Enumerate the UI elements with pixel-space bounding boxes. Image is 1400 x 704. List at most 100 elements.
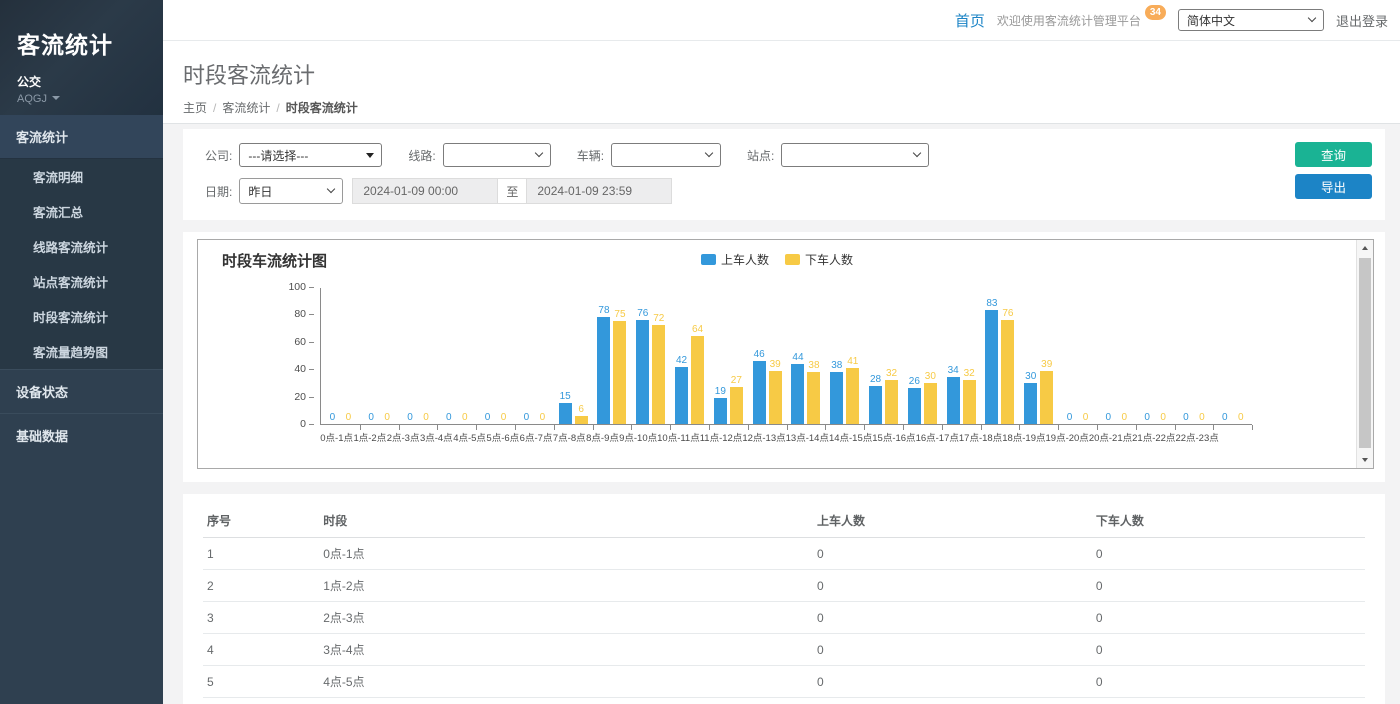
bar-value-label: 72 <box>653 313 664 324</box>
breadcrumb-separator: / <box>213 101 216 115</box>
language-value: 简体中文 <box>1187 12 1235 29</box>
bar-column: 0 <box>481 288 494 424</box>
legend-item-1[interactable]: 下车人数 <box>785 251 853 268</box>
breadcrumb-separator: / <box>276 101 279 115</box>
sidebar-item-6[interactable]: 客流量趋势图 <box>0 334 163 369</box>
bar-column: 76 <box>636 288 649 424</box>
line-select[interactable] <box>443 143 551 167</box>
scroll-up-button[interactable] <box>1357 240 1373 256</box>
x-tick-label: 14点-15点 <box>829 430 872 444</box>
scroll-down-button[interactable] <box>1357 452 1373 468</box>
table-row: 43点-4点00 <box>203 634 1365 666</box>
bar-value-label: 76 <box>1002 308 1013 319</box>
bar-group-22: 00 <box>1175 288 1214 424</box>
chart-y-axis: 020406080100 <box>281 287 314 426</box>
org-code-label: AQGJ <box>17 93 47 105</box>
scrollbar-thumb[interactable] <box>1359 258 1371 448</box>
bar-alighting-6 <box>575 416 588 424</box>
table-cell: 0 <box>813 634 1092 666</box>
chevron-down-icon <box>705 149 713 157</box>
date-end-input[interactable]: 2024-01-09 23:59 <box>526 178 672 204</box>
filter-row-1: 公司: ---请选择--- 线路: 车辆: <box>205 143 1371 167</box>
x-tick-label: 13点-14点 <box>786 430 829 444</box>
bar-group-7: 7875 <box>593 288 632 424</box>
sidebar-item-1[interactable]: 客流明细 <box>0 159 163 194</box>
notification-badge[interactable]: 34 <box>1145 5 1166 20</box>
bar-value-label: 0 <box>384 412 390 423</box>
bar-boarding-7 <box>597 317 610 424</box>
table-column-header: 上车人数 <box>813 504 1092 538</box>
y-tick-label: 0 <box>300 418 306 430</box>
bar-column: 30 <box>1024 288 1037 424</box>
bar-value-label: 32 <box>964 368 975 379</box>
table-cell: 4 <box>203 634 319 666</box>
vehicle-select[interactable] <box>611 143 721 167</box>
home-link[interactable]: 首页 <box>955 10 985 31</box>
sidebar-item-4[interactable]: 站点客流统计 <box>0 264 163 299</box>
bar-group-19: 00 <box>1058 288 1097 424</box>
export-button[interactable]: 导出 <box>1295 174 1372 199</box>
date-range-to-label: 至 <box>498 178 526 204</box>
x-tick-label: 18点-19点 <box>1002 430 1045 444</box>
bar-value-label: 0 <box>1238 412 1244 423</box>
bar-column: 19 <box>714 288 727 424</box>
breadcrumb-item-1[interactable]: 客流统计 <box>222 101 270 115</box>
table-row: 21点-2点00 <box>203 570 1365 602</box>
bar-boarding-9 <box>675 367 688 425</box>
chart-vertical-scrollbar[interactable] <box>1356 240 1373 468</box>
company-select[interactable]: ---请选择--- <box>239 143 382 167</box>
bar-value-label: 0 <box>1106 412 1112 423</box>
bar-value-label: 0 <box>1067 412 1073 423</box>
table-row: 10点-1点00 <box>203 538 1365 570</box>
bar-value-label: 0 <box>1160 412 1166 423</box>
bar-column: 38 <box>830 288 843 424</box>
y-tick-label: 40 <box>294 363 306 375</box>
topbar: 首页 欢迎使用客流统计管理平台 34 简体中文 退出登录 <box>163 0 1400 41</box>
date-start-input[interactable]: 2024-01-09 00:00 <box>352 178 498 204</box>
date-preset-select[interactable]: 昨日 <box>239 178 343 204</box>
bar-column: 34 <box>947 288 960 424</box>
language-select[interactable]: 简体中文 <box>1178 9 1324 31</box>
filter-panel: 公司: ---请选择--- 线路: 车辆: <box>183 129 1385 220</box>
sidebar-item-0[interactable]: 客流统计 <box>0 115 163 159</box>
bar-column: 76 <box>1001 288 1014 424</box>
bar-column: 41 <box>846 288 859 424</box>
caret-down-icon <box>52 96 60 100</box>
bar-value-label: 0 <box>407 412 413 423</box>
bar-boarding-11 <box>753 361 766 424</box>
bar-column: 78 <box>597 288 610 424</box>
x-tick-label: 8点-9点 <box>586 430 619 444</box>
org-code-dropdown[interactable]: AQGJ <box>17 93 147 105</box>
station-select[interactable] <box>781 143 929 167</box>
x-tick-label: 9点-10点 <box>619 430 657 444</box>
legend-item-0[interactable]: 上车人数 <box>701 251 769 268</box>
bar-value-label: 78 <box>598 305 609 316</box>
org-name: 公交 <box>17 73 147 90</box>
bar-boarding-12 <box>791 364 804 424</box>
sidebar-item-5[interactable]: 时段客流统计 <box>0 299 163 334</box>
x-tick-label: 21点-22点 <box>1132 430 1175 444</box>
bar-boarding-16 <box>947 377 960 424</box>
breadcrumb-item-0[interactable]: 主页 <box>183 101 207 115</box>
legend-label: 下车人数 <box>805 251 853 268</box>
triangle-down-icon <box>366 153 374 158</box>
bar-column: 27 <box>730 288 743 424</box>
logout-link[interactable]: 退出登录 <box>1336 11 1388 30</box>
bar-group-16: 34 32 <box>942 288 981 424</box>
bar-value-label: 26 <box>909 376 920 387</box>
bar-group-13: 3841 <box>825 288 864 424</box>
sidebar-item-8[interactable]: 基础数据 <box>0 413 163 457</box>
x-tick-label: 5点-6点 <box>486 430 519 444</box>
sidebar-item-3[interactable]: 线路客流统计 <box>0 229 163 264</box>
table-cell: 0 <box>1092 570 1365 602</box>
bar-group-15: 2630 <box>903 288 942 424</box>
sidebar-item-7[interactable]: 设备状态 <box>0 369 163 413</box>
bar-column: 26 <box>908 288 921 424</box>
breadcrumb-item-2: 时段客流统计 <box>286 101 358 115</box>
sidebar-item-2[interactable]: 客流汇总 <box>0 194 163 229</box>
x-tick-label: 1点-2点 <box>353 430 386 444</box>
bar-alighting-11 <box>769 371 782 424</box>
bar-alighting-15 <box>924 383 937 424</box>
query-button[interactable]: 查询 <box>1295 142 1372 167</box>
station-label: 站点: <box>747 147 774 164</box>
